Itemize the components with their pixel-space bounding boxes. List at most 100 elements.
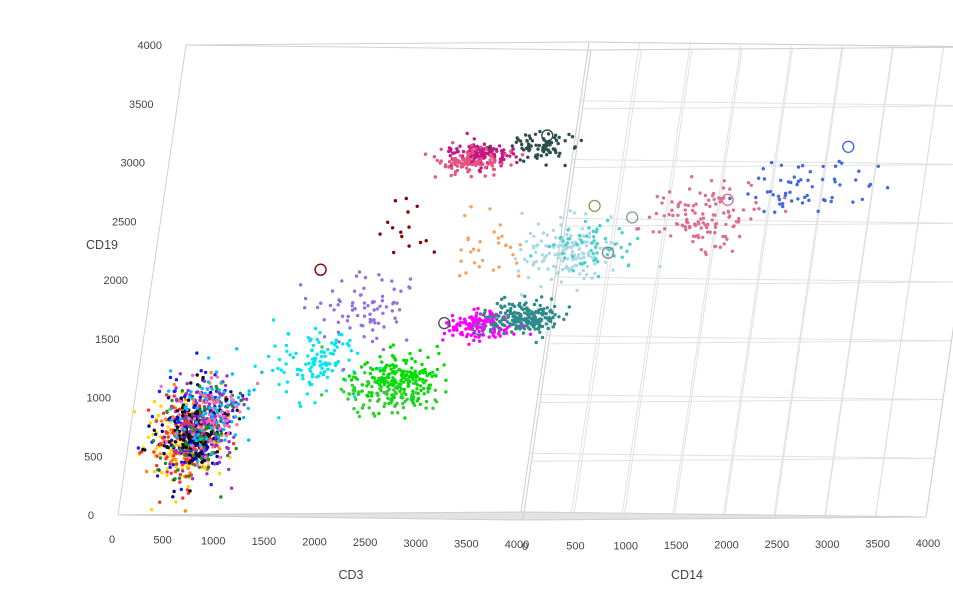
data-point [475,311,479,315]
data-point [177,434,182,438]
data-point [152,399,157,404]
data-point [816,209,820,213]
data-point [170,398,174,403]
data-point [182,427,187,431]
data-point [508,154,512,158]
data-point [356,313,360,318]
data-point [512,304,517,309]
data-point [542,258,546,262]
data-point [284,343,289,348]
centroid-marker[interactable] [472,322,485,336]
data-point [230,420,234,424]
data-point [209,430,214,434]
data-point [433,398,437,402]
data-point [502,331,506,336]
data-point [279,368,283,372]
data-point [799,178,803,182]
data-point [378,355,382,359]
data-point [580,227,584,231]
data-point [191,373,195,378]
data-point [559,215,563,220]
data-point [469,174,473,179]
data-point [704,252,708,257]
data-point [219,431,224,436]
data-point [544,163,548,167]
data-point [172,489,176,494]
data-point [691,239,695,244]
data-point [375,336,379,340]
centroid-marker[interactable] [438,316,451,330]
data-point [150,414,155,419]
data-point [402,358,406,362]
data-point [229,486,234,490]
data-point [222,427,226,432]
centroid-marker[interactable] [314,263,327,276]
data-point [768,189,773,194]
data-point [407,285,411,289]
data-point [467,342,471,346]
data-point [585,264,590,269]
data-point [201,413,205,418]
data-point [325,375,330,380]
data-point [195,409,199,413]
data-point [266,354,271,359]
data-point [337,298,341,302]
data-point [370,391,374,395]
data-point [530,139,535,143]
z-tick-label: 3500 [129,99,153,111]
data-point [197,414,201,418]
data-point [451,318,455,323]
data-point [242,402,246,407]
data-point [328,303,333,308]
centroid-marker[interactable] [541,129,554,142]
data-point [312,356,317,361]
data-point [222,390,226,394]
data-point [567,132,571,137]
data-point [401,405,406,410]
data-point [347,358,351,362]
data-point [199,369,203,373]
data-point [206,463,211,467]
data-point [260,370,264,374]
data-point [158,456,163,460]
data-point [478,312,483,316]
data-point [442,363,446,367]
data-point [474,155,478,159]
data-point [147,424,151,428]
data-point [285,349,289,353]
centroid-marker[interactable] [721,193,734,207]
data-point [192,428,196,433]
centroid-marker[interactable] [588,199,601,213]
data-point [384,305,389,309]
data-point [724,222,728,227]
data-point [295,372,300,377]
data-point [273,344,277,348]
data-point [177,476,182,480]
data-point [186,398,191,402]
data-point [587,231,592,235]
data-point [540,253,544,257]
centroid-marker[interactable] [601,246,615,259]
data-point [233,433,238,437]
data-point [593,271,597,276]
data-point [204,425,208,429]
data-point [418,377,422,381]
data-point [466,162,471,167]
data-point [562,256,567,260]
data-point [178,480,182,484]
data-point [708,204,712,209]
data-point [496,241,501,245]
data-point [491,323,495,327]
data-point [714,202,718,206]
data-point [580,240,584,244]
data-point [651,230,655,234]
data-point [551,325,555,329]
data-point [670,208,674,212]
centroid-marker[interactable] [626,211,639,224]
centroid-marker[interactable] [842,140,855,154]
data-point [173,451,177,456]
data-point [590,241,594,245]
data-point [327,361,331,366]
data-point [558,151,562,155]
